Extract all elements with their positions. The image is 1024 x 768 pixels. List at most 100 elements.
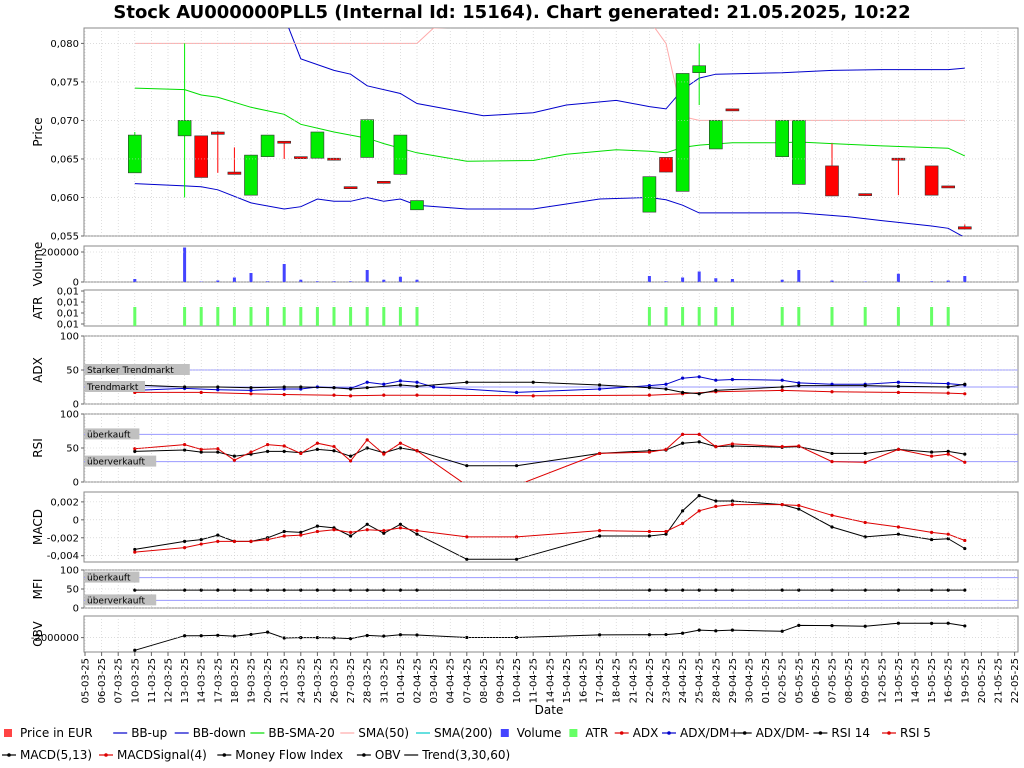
series-macd-5-13--point [797,507,801,511]
volume-bar [332,281,336,282]
y-tick-label: 0,055 [50,232,79,243]
x-tick-label: 12-03-25 [164,658,175,703]
series-money-flow-index-point [664,588,668,592]
series-macd-5-13--point [946,537,950,541]
series-adx-dm--point [946,385,950,389]
atr-bar [647,307,651,326]
volume-bar [730,279,734,282]
price-plot-area [83,27,1019,237]
atr-plot-area [83,289,1019,327]
x-axis-label: Date [535,703,564,717]
legend-item: Price in EUR [4,726,93,740]
legend-label: BB-up [131,726,167,740]
atr-bar [133,307,137,326]
series-rsi-5-point [714,445,718,449]
legend-label: OBV [375,748,401,762]
atr-bar [681,307,685,326]
y-tick-label: 0,01 [57,298,79,309]
series-obv-point [249,632,253,637]
series-money-flow-index-point [415,588,419,592]
series-macd-5-13--point [697,493,701,498]
price-axis-label: Price [31,117,45,146]
legend-label: BB-down [193,726,246,740]
chart-panels: Price 0,055 0,060 0,065 0,070 0,075 0,080 Volum… [31,27,1019,653]
y-tick-label: 200000 [41,248,79,259]
series-rsi-14-point [681,441,685,445]
y-tick-label: 0,080 [50,39,79,50]
series-rsi-14-point [465,464,469,468]
series-rsi-14-point [282,449,286,453]
x-tick-label: 12-05-25 [877,658,888,703]
series-macdsignal-4--point [382,528,386,533]
series-rsi-14-point [332,449,336,453]
series-adx-dm--point [465,380,469,384]
series-bb-up [288,28,965,117]
atr-bar [199,307,203,326]
x-tick-label: 10-03-25 [130,658,141,703]
series-rsi-5-point [332,445,336,449]
legend-item: MACDSignal(4) [99,748,207,762]
x-tick-label: 17-03-25 [213,658,224,703]
series-rsi-14-point [349,454,353,458]
series-adx-point [249,392,253,396]
candle-body [775,120,790,157]
series-macdsignal-4--point [830,513,834,517]
series-money-flow-index-point [249,588,253,592]
x-tick-label: 14-03-25 [197,658,208,703]
series-adx-dm--point [697,392,701,396]
candle-body [675,73,690,192]
candle-body [343,186,358,189]
series-adx-dm--point [365,380,369,384]
x-tick-label: 17-04-25 [595,658,606,703]
legend-label: BB-SMA-20 [268,726,334,740]
mfi-plot [84,577,1018,601]
x-tick-label: 01-04-25 [396,658,407,703]
legend-item: ADX [614,726,658,740]
x-tick-label: 25-04-25 [695,658,706,703]
legend-item: Money Flow Index [217,748,343,762]
macd-plot-area [83,491,1019,563]
series-obv-point [465,635,469,640]
series-adx-dm--point [896,384,901,388]
volume-bar [249,273,253,282]
atr-bar [282,307,286,326]
reference-label-bg [85,381,145,392]
series-rsi-5-point [232,458,236,462]
series-obv-point [282,636,286,640]
y-tick-label: -2000000 [31,633,79,644]
series-macdsignal-4--point [664,529,668,534]
atr-bar [332,307,336,326]
series-money-flow-index-point [930,588,934,592]
series-adx-dm--point [415,380,419,384]
atr-plot [133,307,950,326]
series-adx-dm--point [647,386,652,390]
volume-bar [946,280,950,282]
legend-item: RSI 14 [813,726,870,740]
adx-plot [84,369,1018,398]
series-rsi-5-point [299,451,303,456]
series-rsi-5-point [515,484,518,487]
x-tick-label: 21-03-25 [280,658,291,703]
series-adx-point [946,391,950,395]
x-tick-label: 11-04-25 [529,658,540,703]
x-tick-label: 21-04-25 [628,658,639,703]
series-rsi-14-point [863,451,867,456]
x-tick-label: 21-05-25 [994,658,1005,703]
series-macd-5-13--point [515,557,519,561]
candle-body [310,131,325,159]
series-rsi-5-point [963,460,967,464]
series-rsi-5-point [946,452,950,456]
series-adx-dm--point [598,383,602,387]
series-adx-dm--point [780,385,784,389]
series-adx-point [531,394,535,398]
series-rsi-14-point [216,450,220,454]
volume-panel: Volume 0 200000 [31,242,1019,289]
series-adx-dm--point [531,380,535,384]
x-tick-label: 13-03-25 [180,658,191,703]
series-money-flow-index-point [183,588,187,592]
candle-body [393,134,408,175]
legend-swatch-dot [887,731,891,735]
candle-body [957,226,972,230]
series-obv-point [896,621,901,625]
series-rsi-14-point [398,446,402,450]
